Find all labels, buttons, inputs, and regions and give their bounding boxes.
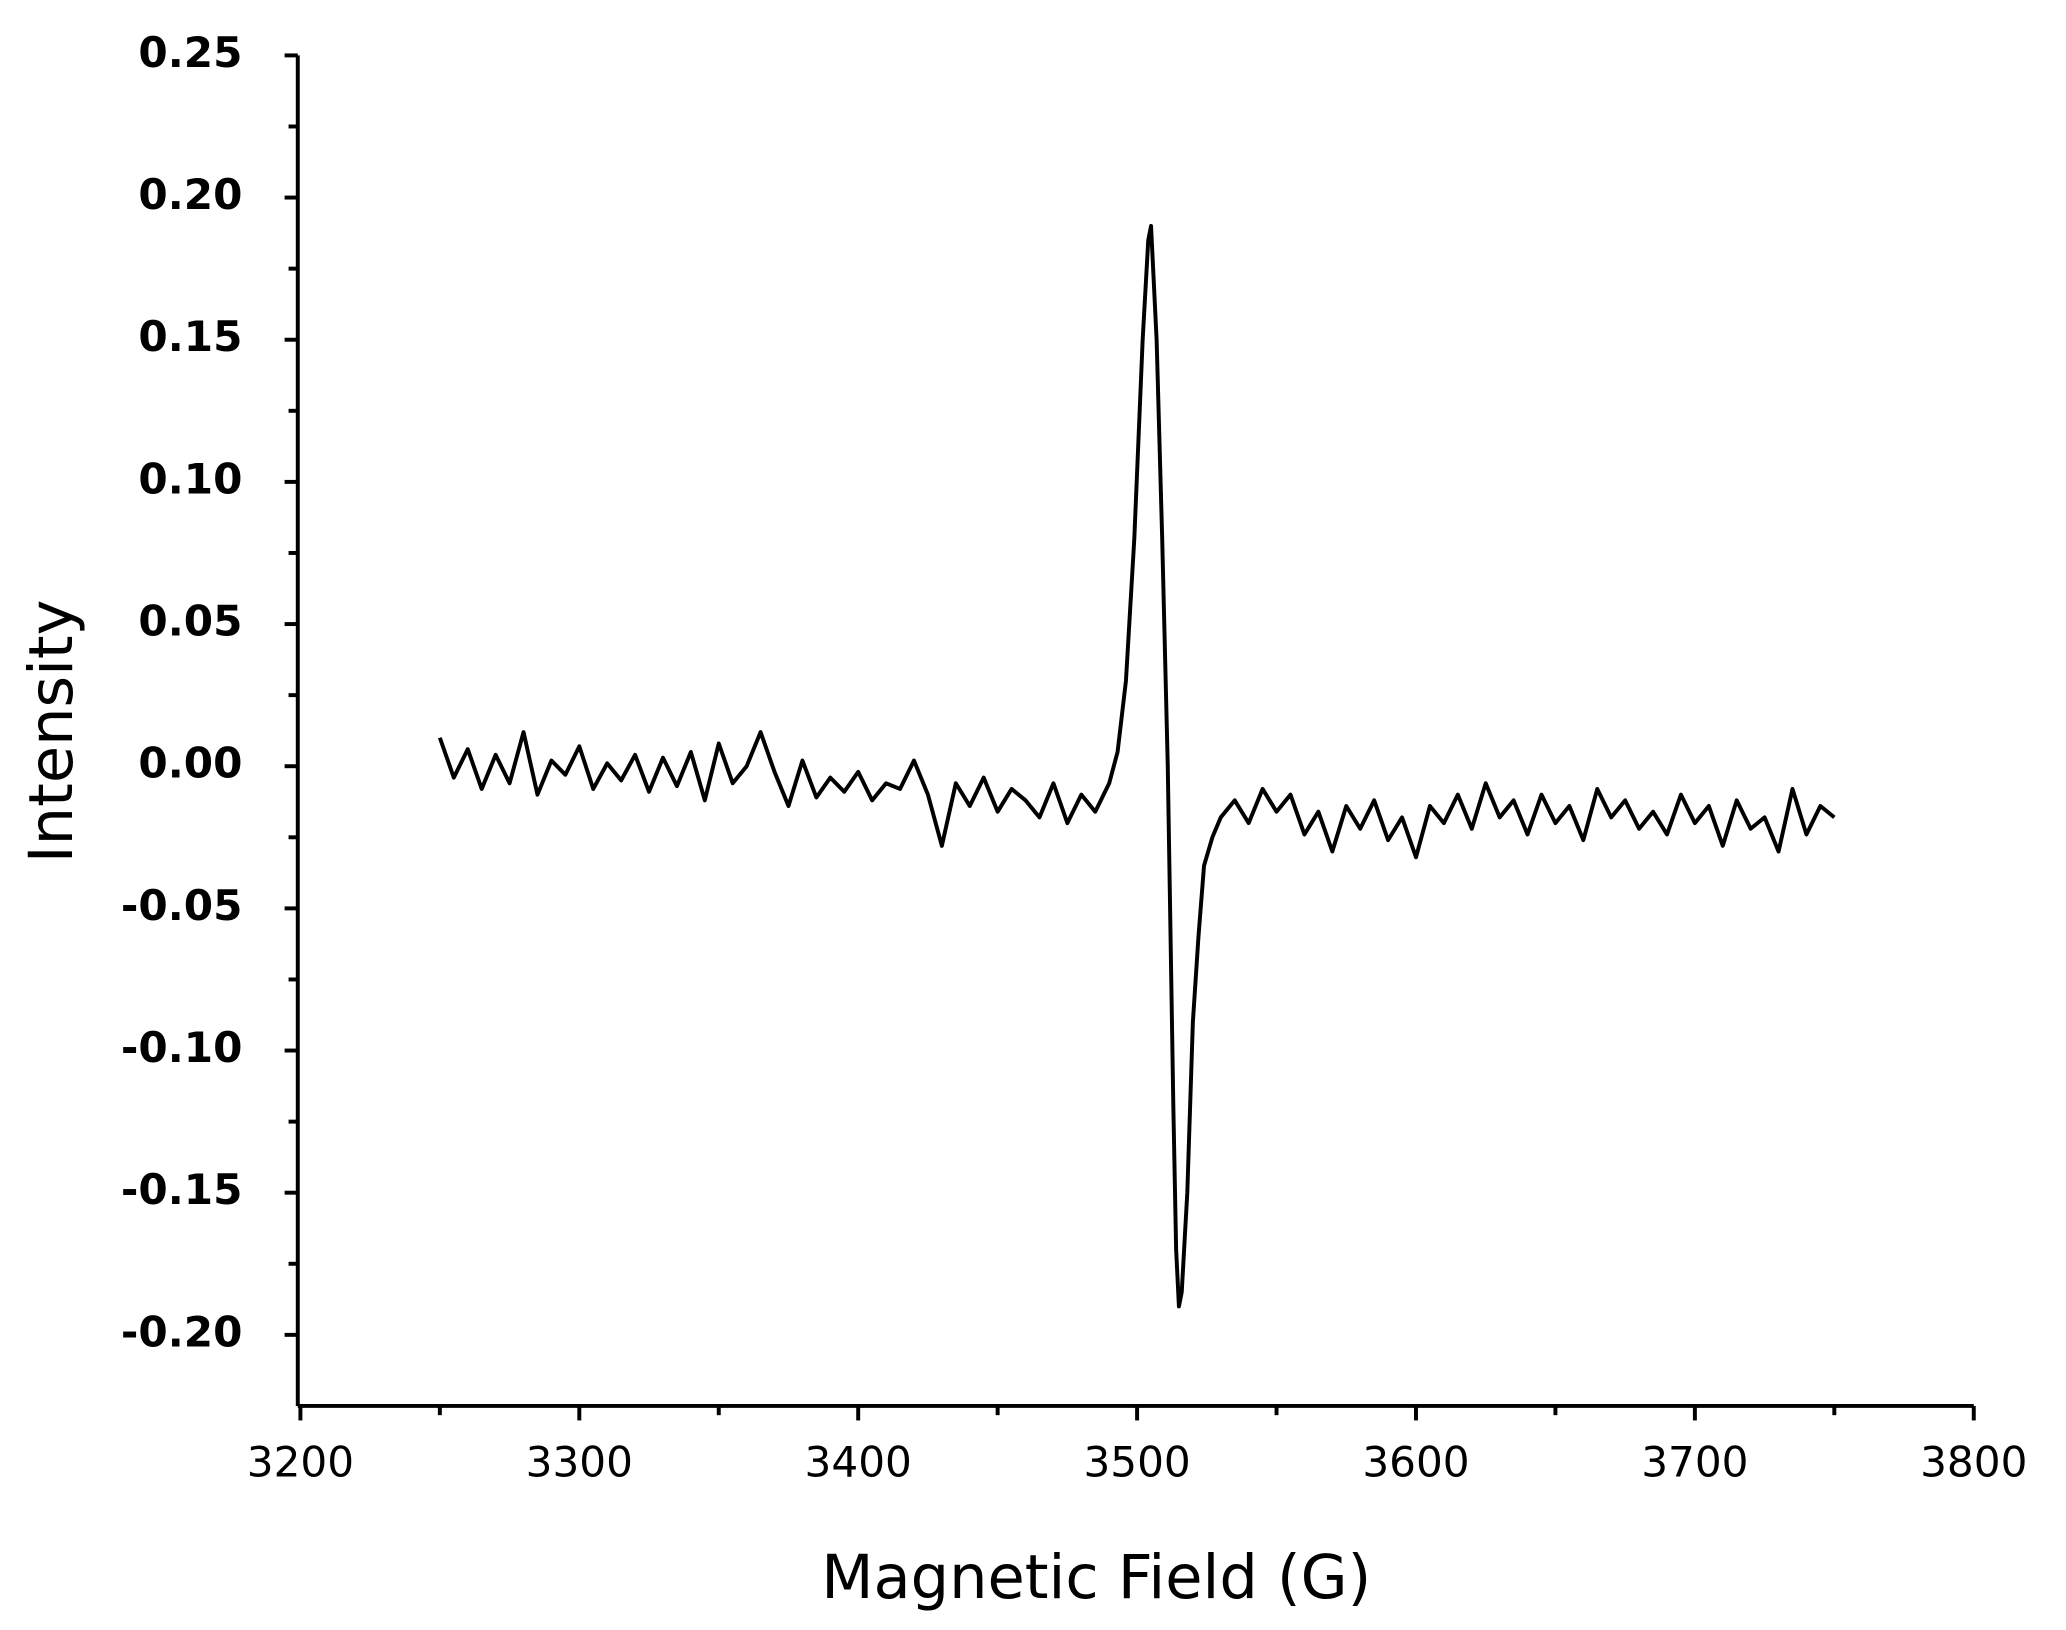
y-tick-label: 0.05 <box>138 597 242 646</box>
y-axis-label: Intensity <box>17 599 87 863</box>
x-tick-label: 3800 <box>1920 1438 2027 1487</box>
y-tick-label: 0.10 <box>138 454 242 503</box>
x-tick-label: 3200 <box>247 1438 354 1487</box>
x-axis-label: Magnetic Field (G) <box>821 1543 1371 1613</box>
y-tick-label: -0.20 <box>121 1307 243 1356</box>
y-tick-label: 0.00 <box>138 739 242 788</box>
data-line <box>437 224 1836 1309</box>
y-tick-label: -0.10 <box>121 1023 243 1072</box>
x-tick-label: 3700 <box>1641 1438 1748 1487</box>
x-tick-label: 3600 <box>1362 1438 1469 1487</box>
y-tick-label: 0.20 <box>138 170 242 219</box>
y-tick-label: -0.05 <box>121 881 243 930</box>
y-tick-label: 0.15 <box>138 312 242 361</box>
x-tick-label: 3400 <box>805 1438 912 1487</box>
y-tick-label: 0.25 <box>138 28 242 77</box>
x-tick-label: 3500 <box>1083 1438 1190 1487</box>
y-tick-label: -0.15 <box>121 1165 243 1214</box>
x-tick-label: 3300 <box>526 1438 633 1487</box>
